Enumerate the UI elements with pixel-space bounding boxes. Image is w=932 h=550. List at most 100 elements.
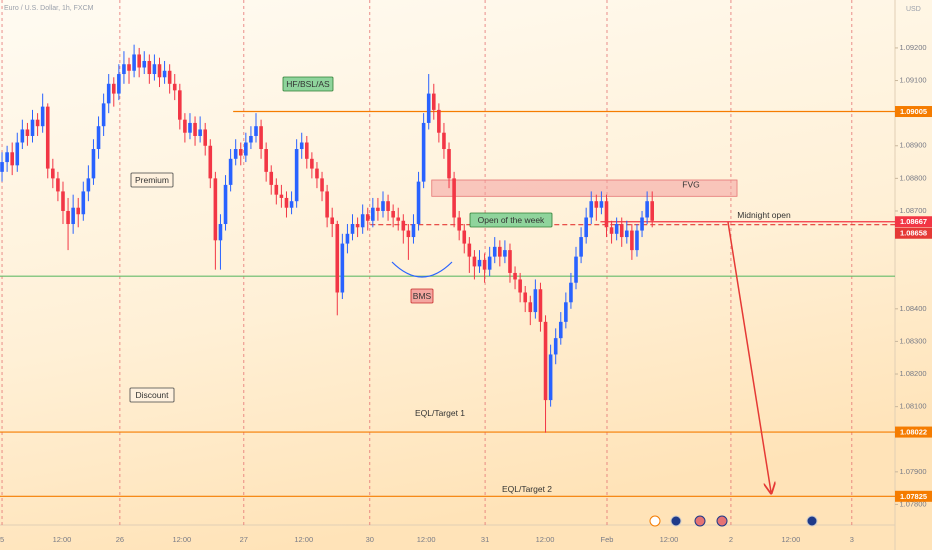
candle-body [81,191,86,215]
x-tick-label: 12:00 [781,535,800,544]
candle-body [579,237,583,257]
event-icon[interactable] [649,515,661,527]
candle-body [350,224,355,234]
candle-body [426,93,431,123]
candle-body [386,201,390,211]
candle-body [157,64,162,78]
candle-body [345,233,350,244]
candle-body [147,60,152,75]
event-icon[interactable] [694,515,706,527]
candle-body [289,201,294,208]
candle-body [193,122,197,136]
candle-body [244,142,248,156]
candle-body [76,207,81,215]
price-level-tag [895,106,932,118]
candle-body [91,149,96,179]
candle-body [330,217,334,225]
candle-body [249,135,253,143]
candle-body [523,292,528,303]
candle-body [264,149,268,172]
candle-body [208,145,213,179]
zones [431,179,738,197]
candle-body [543,321,548,401]
candle-body [538,289,543,322]
candle-body [315,168,319,179]
event-icon[interactable] [670,515,682,527]
candle-body [30,119,35,136]
candle-body [406,230,411,238]
candle-body [528,302,533,313]
candle-body [619,224,624,238]
candle-body [421,122,426,182]
candle-body [589,201,594,218]
candle-body [45,106,50,169]
candle-body [213,178,218,241]
candle-body [86,178,91,192]
annotation-box [130,172,174,188]
candle-body [564,302,568,322]
x-tick-label: 12:00 [172,535,191,544]
candle-body [325,191,329,218]
candle-body [284,197,289,208]
candle-body [498,246,502,257]
x-tick-label: 12:00 [294,535,313,544]
bms-curve [391,261,453,278]
candle-body [462,230,467,244]
x-tick-label: 2 [729,535,733,544]
candle-body [20,129,25,143]
candle-body [625,230,629,238]
currency-label: USD [906,6,921,13]
price-level-tag [895,216,932,228]
candle-body [391,210,395,218]
candle-body [467,243,472,257]
candle-body [106,83,111,104]
candle-body [614,224,619,234]
y-tick-label: 1.08900 [899,141,926,150]
candle-body [376,207,380,211]
annotation-box [129,387,175,403]
candle-body [416,181,421,225]
annotation-text: Open of the week [478,215,545,225]
candle-body [553,338,558,355]
candle-body [574,256,578,283]
candle-body [198,129,202,136]
candle-body [254,126,258,136]
candle-body [503,250,507,257]
candle-body [188,122,192,133]
candle-body [111,83,116,94]
candle-body [477,259,482,267]
price-level-label: 1.07825 [900,492,927,501]
candle-body [167,70,172,84]
candle-body [228,158,233,185]
candle-body [365,214,370,221]
price-level-tag [895,227,932,239]
event-icon[interactable] [806,515,818,527]
y-tick-label: 1.08700 [899,206,926,215]
candle-body [609,227,614,234]
candle-body [203,129,208,146]
candle-body [162,70,167,78]
annotation-text: BMS [413,291,432,301]
candle-body [56,178,60,192]
annotation-text: HF/BSL/AS [286,79,330,89]
candle-body [447,149,451,179]
candle-body [604,201,609,228]
candle-body [233,149,238,159]
price-level-tag [895,490,932,502]
candle-body [650,201,655,221]
candle-body [15,142,20,166]
candle-body [355,224,360,228]
candle-body [304,142,309,159]
candle-body [472,256,477,267]
annotation-text: Discount [135,390,169,400]
chart-title: Euro / U.S. Dollar, 1h, FXCM [4,5,94,12]
x-tick-label: 30 [366,535,374,544]
event-icon[interactable] [716,515,728,527]
candle-body [299,142,304,150]
candle-body [172,83,177,91]
candle-body [66,210,70,225]
candle-body [218,224,223,241]
price-level-label: 1.09005 [900,107,927,116]
candle-body [335,224,340,293]
